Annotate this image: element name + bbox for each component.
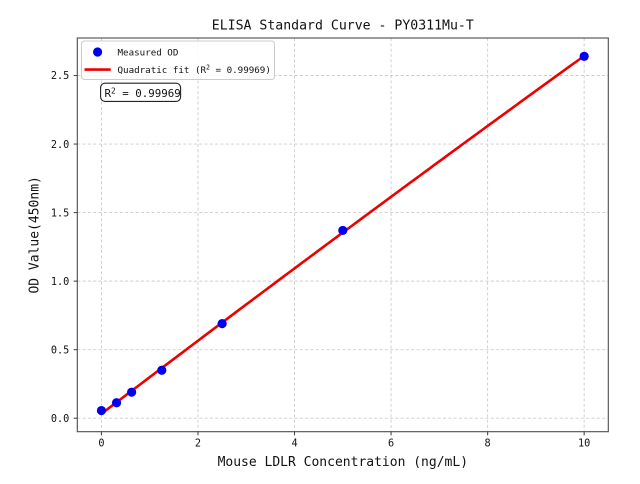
r-squared-annotation-text: R2​ = 0.99969 [105, 86, 181, 99]
axes-spines [76, 37, 609, 433]
x-tick-label: 4 [291, 439, 297, 450]
data-point [111, 398, 122, 408]
plot-series [96, 51, 589, 416]
data-point [157, 365, 167, 375]
legend-label-measured-od: Measured OD [118, 47, 179, 58]
chart-title: ELISA Standard Curve - PY0311Mu-T [212, 19, 474, 34]
x-tick-label: 10 [578, 439, 590, 450]
x-tick-label: 8 [485, 439, 491, 450]
x-axis-label: Mouse LDLR Concentration (ng/mL) [218, 455, 468, 470]
y-tick-label: 1.5 [51, 208, 69, 219]
data-point [96, 405, 107, 416]
axis-ticks: 0 2 4 6 8 10 0.0 0.5 1.0 1.5 2.0 2.5 [51, 71, 590, 449]
r-squared-annotation: R2​ = 0.99969 [100, 82, 182, 102]
r-squared-annotation-box [100, 82, 182, 102]
data-point [127, 387, 137, 397]
y-tick-label: 0.5 [51, 345, 69, 356]
legend: Measured OD Quadratic fit (R2​ = 0.99969… [81, 40, 275, 80]
y-tick-label: 1.0 [51, 277, 69, 288]
x-tick-label: 2 [195, 439, 201, 450]
grid-lines [77, 38, 609, 432]
x-tick-label: 6 [388, 439, 394, 450]
y-tick-label: 0.0 [51, 414, 69, 425]
data-point [217, 319, 227, 329]
data-point [338, 225, 348, 236]
legend-box [81, 40, 275, 80]
y-tick-label: 2.0 [51, 140, 69, 151]
legend-marker-measured-od [93, 47, 103, 57]
data-point [579, 51, 589, 61]
legend-label-quadratic-fit: Quadratic fit (R2​ = 0.99969) [118, 64, 271, 76]
x-tick-label: 0 [98, 439, 104, 450]
y-axis-label: OD Value(450nm) [27, 176, 42, 293]
y-tick-label: 2.5 [51, 71, 69, 82]
